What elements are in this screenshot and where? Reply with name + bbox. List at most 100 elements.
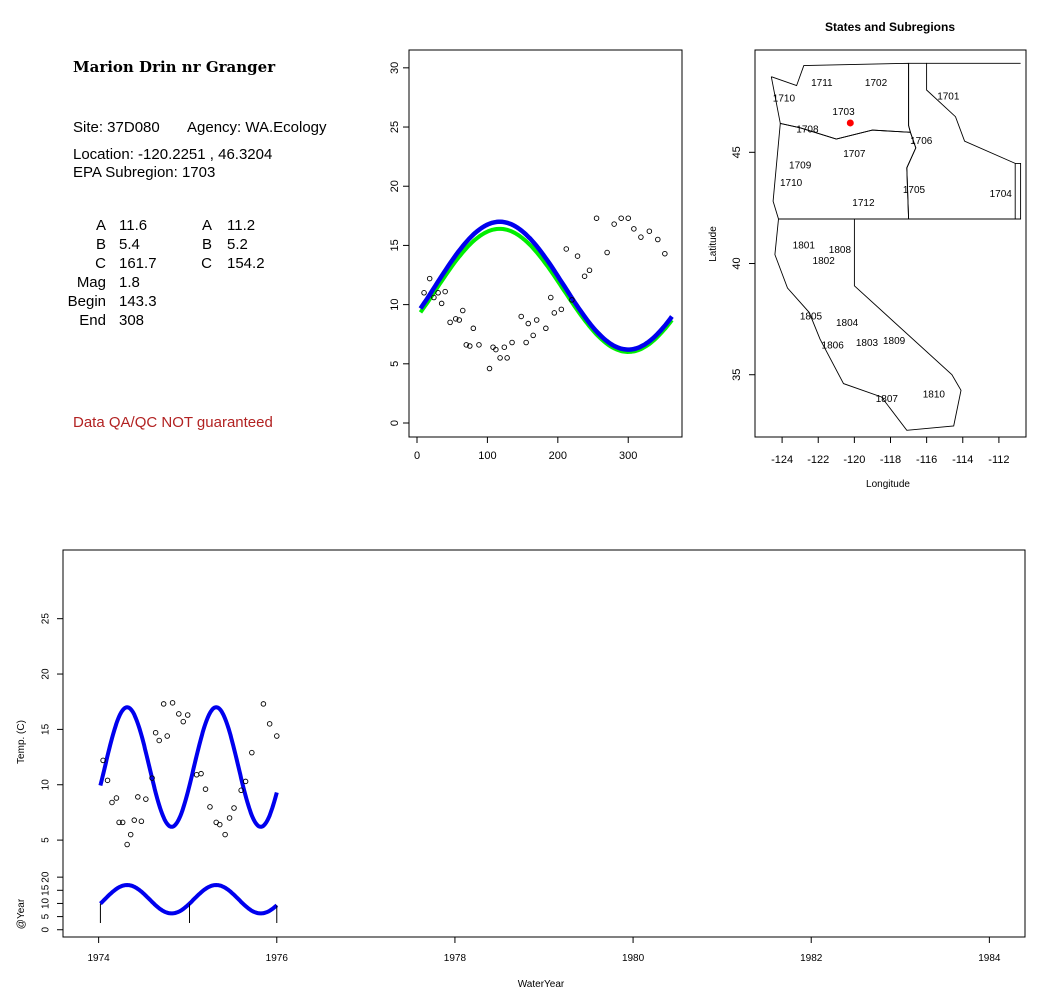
data-point	[202, 786, 209, 792]
site-label: Site: 37D080	[73, 119, 160, 136]
param-name: Begin	[67, 293, 106, 310]
data-point	[581, 273, 588, 279]
data-point	[231, 805, 237, 811]
subregion-label: 1708	[796, 125, 819, 136]
data-point	[593, 215, 600, 221]
data-point	[574, 253, 581, 259]
data-point	[164, 733, 170, 739]
param-name: C	[95, 255, 106, 272]
subregion-label: 1710	[773, 94, 796, 105]
param-name: End	[79, 312, 106, 329]
subregion-label: 1709	[789, 160, 812, 171]
data-point	[447, 319, 453, 326]
y-tick-label: 25	[389, 121, 401, 133]
state-outline-ca	[774, 218, 962, 431]
data-point	[143, 796, 149, 802]
data-point	[156, 737, 162, 744]
ts-frame	[62, 549, 1026, 938]
y2-tick-label: 20	[41, 871, 52, 883]
param-name: B	[95, 236, 106, 253]
data-point	[127, 831, 134, 838]
data-point	[662, 250, 668, 257]
y-tick-label: 45	[731, 146, 743, 158]
subregion-label: 1703	[832, 107, 855, 118]
data-point	[563, 246, 570, 252]
data-point	[435, 290, 441, 296]
param-value-2: 11.2	[227, 217, 256, 234]
data-point	[442, 288, 448, 295]
data-point	[217, 821, 223, 828]
y-tick-label: 10	[41, 779, 52, 791]
data-point	[486, 365, 493, 372]
data-point	[646, 228, 653, 234]
param-value-2: 154.2	[227, 255, 265, 272]
data-point	[116, 819, 122, 826]
data-point	[193, 772, 200, 778]
subregion-label: 1806	[822, 340, 845, 351]
data-point	[548, 294, 554, 301]
data-point	[266, 721, 273, 727]
data-point	[509, 339, 515, 346]
agency-label: Agency: WA.Ecology	[187, 119, 327, 136]
param-name-2: A	[201, 217, 212, 234]
data-point	[655, 236, 661, 243]
data-point	[169, 700, 176, 706]
param-value: 5.4	[119, 236, 140, 253]
subregion-label: 1712	[852, 198, 875, 209]
data-point	[618, 215, 624, 221]
x-tick-label: -122	[807, 454, 829, 466]
site-marker	[846, 119, 854, 127]
subregion-label: 1707	[843, 149, 866, 160]
x-tick-label: -118	[880, 454, 901, 466]
data-point	[119, 819, 126, 826]
data-point	[242, 778, 249, 785]
param-name-2: C	[201, 255, 212, 272]
data-point	[460, 307, 466, 314]
data-point	[260, 701, 267, 707]
param-value: 161.7	[119, 255, 157, 272]
x-tick-label: 1982	[800, 953, 823, 964]
param-name-2: B	[201, 236, 212, 253]
y-tick-label: 20	[389, 180, 401, 192]
state-outline-wy	[1015, 162, 1022, 220]
map-xlabel: Longitude	[866, 479, 910, 490]
data-point	[180, 718, 186, 725]
data-point	[426, 275, 433, 282]
qa-disclaimer: Data QA/QC NOT guaranteed	[73, 414, 273, 431]
data-point	[109, 799, 115, 806]
subregion-label: 1710	[780, 178, 803, 189]
data-point	[476, 342, 482, 348]
y2-tick-label: 15	[41, 884, 52, 896]
ts-fit-curve	[98, 705, 279, 829]
x-tick-label: 1976	[266, 953, 289, 964]
subregion-label: 1802	[813, 256, 836, 267]
data-point	[274, 733, 280, 739]
subregion-label: 1804	[836, 318, 859, 329]
data-point	[501, 344, 508, 350]
y-tick-label: 15	[41, 723, 52, 735]
data-point	[176, 711, 182, 717]
subregion-label: 1808	[829, 245, 852, 256]
data-point	[249, 749, 255, 756]
x-tick-label: 300	[619, 450, 637, 462]
data-point	[543, 325, 549, 332]
param-value: 143.3	[119, 293, 157, 310]
data-point	[138, 818, 145, 825]
data-point	[551, 310, 558, 316]
site-title: Marion Drin nr Granger	[73, 58, 276, 76]
data-point	[638, 234, 644, 240]
data-point	[586, 267, 593, 274]
data-point	[226, 815, 233, 821]
y-tick-label: 5	[41, 837, 52, 843]
y2-tick-label: 0	[41, 927, 52, 933]
data-point	[533, 317, 540, 323]
data-point	[152, 729, 159, 736]
year-curve	[99, 883, 279, 916]
subregion-label: EPA Subregion: 1703	[73, 164, 216, 181]
x-tick-label: 200	[549, 450, 567, 462]
data-point	[631, 226, 637, 232]
x-tick-label: 100	[478, 450, 496, 462]
param-value: 308	[119, 312, 145, 329]
data-point	[421, 290, 427, 296]
